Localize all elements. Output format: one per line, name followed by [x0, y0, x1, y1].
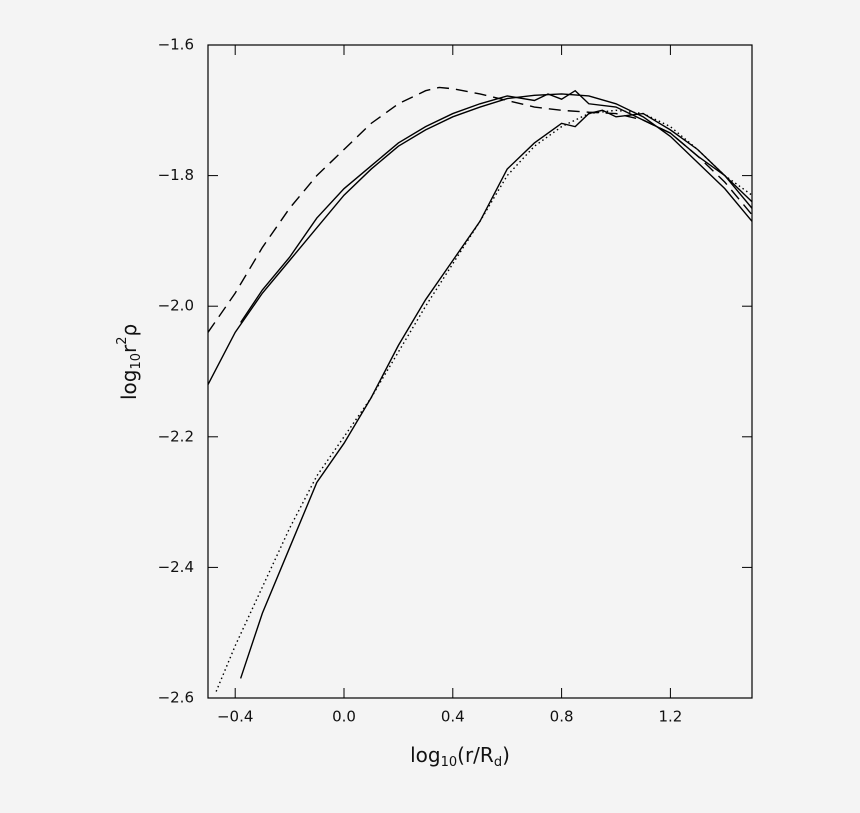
y-tick-label: −2.0: [158, 297, 194, 315]
x-tick-label: 0.4: [441, 708, 465, 726]
x-label-sub: d: [494, 755, 502, 770]
x-tick-label: −0.4: [217, 708, 253, 726]
x-label-base: 10: [441, 755, 458, 770]
x-label-log: log: [410, 743, 441, 767]
x-label-close: ): [502, 743, 510, 767]
x-axis-label: log10(r/Rd): [410, 743, 510, 770]
y-label-r: r: [117, 344, 141, 353]
x-label-arg: (r/R: [457, 743, 494, 767]
series-line: [215, 109, 753, 692]
x-tick-label: 0.8: [550, 708, 574, 726]
plot-frame: [207, 44, 753, 699]
series-line: [240, 89, 753, 323]
y-tick-label: −1.6: [158, 36, 194, 54]
y-label-log: log: [117, 370, 141, 401]
y-tick-label: −2.6: [158, 689, 194, 707]
y-tick-label: −2.4: [158, 558, 194, 576]
y-label-rho: ρ: [117, 324, 141, 337]
y-label-base: 10: [129, 353, 144, 370]
y-tick-label: −1.8: [158, 166, 194, 184]
y-tick-label: −2.2: [158, 427, 194, 445]
y-axis-label: log10r2ρ: [115, 324, 144, 400]
x-tick-label: 1.2: [658, 708, 682, 726]
series-line: [239, 109, 753, 679]
y-label-power: 2: [115, 336, 130, 344]
series-line: [207, 93, 753, 385]
series-line: [207, 86, 753, 333]
x-tick-label: 0.0: [332, 708, 356, 726]
